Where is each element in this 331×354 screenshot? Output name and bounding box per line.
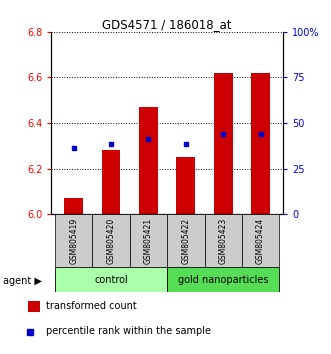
Bar [167, 267, 279, 292]
Text: GSM805423: GSM805423 [219, 218, 228, 264]
Text: GSM805424: GSM805424 [256, 218, 265, 264]
Bar [28, 301, 40, 312]
Text: GSM805421: GSM805421 [144, 218, 153, 264]
Bar [251, 73, 270, 214]
Text: control: control [94, 275, 128, 285]
Text: agent ▶: agent ▶ [3, 276, 42, 286]
Text: transformed count: transformed count [46, 301, 137, 311]
Bar [176, 157, 195, 214]
Text: percentile rank within the sample: percentile rank within the sample [46, 326, 211, 336]
Bar [92, 214, 130, 267]
Title: GDS4571 / 186018_at: GDS4571 / 186018_at [102, 18, 232, 31]
Text: GSM805420: GSM805420 [107, 218, 116, 264]
Bar [242, 214, 279, 267]
Text: GSM805419: GSM805419 [69, 218, 78, 264]
Bar [65, 198, 83, 214]
Bar [167, 214, 205, 267]
Bar [139, 107, 158, 214]
Text: GSM805422: GSM805422 [181, 218, 190, 264]
Bar [55, 214, 92, 267]
Bar [55, 267, 167, 292]
Bar [102, 150, 120, 214]
Bar [205, 214, 242, 267]
Bar [130, 214, 167, 267]
Bar [214, 73, 233, 214]
Text: gold nanoparticles: gold nanoparticles [178, 275, 268, 285]
